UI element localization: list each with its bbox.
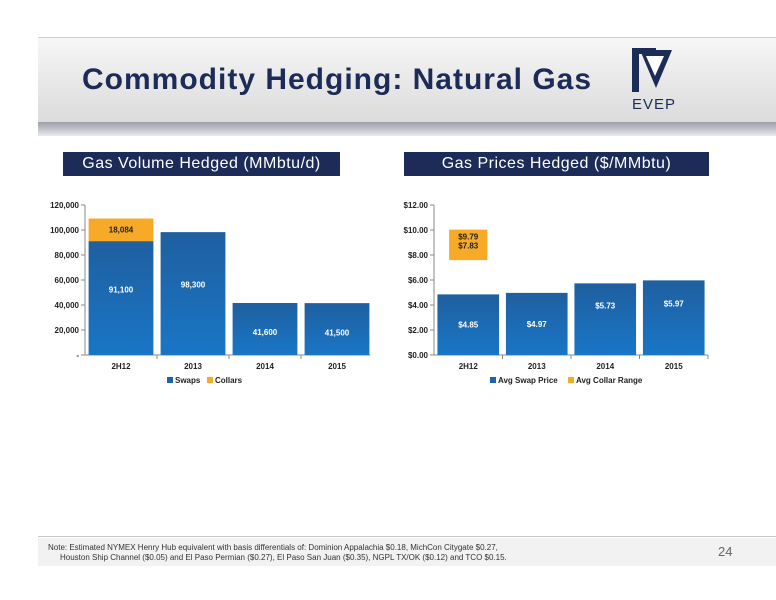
- swap-bar: [505, 292, 568, 355]
- swap-data-label: $5.97: [664, 299, 685, 308]
- logo-wordmark: EVEP: [631, 96, 677, 113]
- footer-divider: [38, 536, 776, 537]
- x-tick-label: 2015: [328, 362, 346, 371]
- x-tick-label: 2H12: [459, 362, 479, 371]
- collar-data-label: 18,084: [109, 226, 134, 235]
- swap-data-label: $4.97: [527, 320, 548, 329]
- x-tick-label: 2014: [256, 362, 274, 371]
- swap-bar: [88, 241, 154, 355]
- swap-bar: [642, 280, 705, 355]
- swap-bar: [574, 283, 637, 355]
- page-number: 24: [718, 544, 733, 559]
- swap-bar: [232, 303, 298, 355]
- legend-swatch-collar: [568, 377, 574, 383]
- legend-label-swap: Swaps: [175, 376, 201, 385]
- footnote: Note: Estimated NYMEX Henry Hub equivale…: [48, 543, 698, 563]
- y-tick-label: 20,000: [55, 326, 80, 335]
- y-tick-label: $8.00: [408, 251, 429, 260]
- swap-bar: [160, 232, 226, 355]
- legend-label-swap: Avg Swap Price: [498, 376, 558, 385]
- x-tick-label: 2015: [665, 362, 683, 371]
- header-band: [38, 122, 776, 136]
- gas-volume-chart: - 20,000 40,000 60,000 80,000 100,000 120,000 2…: [50, 201, 370, 385]
- legend-swatch-swap: [167, 377, 173, 383]
- swap-data-label: 41,500: [325, 328, 350, 337]
- price-panel-title: Gas Prices Hedged ($/MMbtu): [404, 152, 709, 176]
- swap-data-label: 41,600: [253, 328, 278, 337]
- collar-range-bar: [449, 229, 488, 261]
- x-tick-label: 2014: [596, 362, 614, 371]
- y-tick-label: $2.00: [408, 326, 429, 335]
- legend-label-collar: Avg Collar Range: [576, 376, 643, 385]
- y-tick-label: $0.00: [408, 351, 429, 360]
- swap-bar: [437, 294, 500, 355]
- y-tick-label: -: [76, 351, 79, 360]
- collar-bar: [88, 218, 154, 242]
- page-title: Commodity Hedging: Natural Gas: [82, 63, 593, 96]
- collar-high-label: $9.79: [458, 233, 479, 242]
- swap-data-label: $5.73: [595, 301, 616, 310]
- y-tick-label: $10.00: [404, 226, 429, 235]
- swap-data-label: 91,100: [109, 285, 134, 294]
- footer-bar: [38, 538, 776, 566]
- y-tick-label: $12.00: [404, 201, 429, 210]
- swap-data-label: 98,300: [181, 280, 206, 289]
- gas-price-chart: $0.00 $2.00 $4.00 $6.00 $8.00 $10.00 $12.00 2H1…: [404, 201, 709, 385]
- y-tick-label: $6.00: [408, 276, 429, 285]
- x-tick-label: 2013: [184, 362, 202, 371]
- x-tick-label: 2H12: [111, 362, 131, 371]
- y-tick-label: 60,000: [55, 276, 80, 285]
- volume-panel-title: Gas Volume Hedged (MMbtu/d): [63, 152, 340, 176]
- x-tick-label: 2013: [528, 362, 546, 371]
- y-tick-label: 120,000: [50, 201, 79, 210]
- y-tick-label: 100,000: [50, 226, 79, 235]
- footnote-line-2: Houston Ship Channel ($0.05) and El Paso…: [60, 553, 507, 562]
- legend-swatch-swap: [490, 377, 496, 383]
- swap-data-label: $4.85: [458, 321, 479, 330]
- collar-low-label: $7.83: [458, 242, 479, 251]
- y-tick-label: 80,000: [55, 251, 80, 260]
- footnote-line-1: Note: Estimated NYMEX Henry Hub equivale…: [48, 543, 498, 552]
- evep-logo-icon: [632, 48, 672, 92]
- y-tick-label: $4.00: [408, 301, 429, 310]
- swap-bar: [304, 303, 370, 355]
- legend-swatch-collar: [207, 377, 213, 383]
- y-tick-label: 40,000: [55, 301, 80, 310]
- legend-label-collar: Collars: [215, 376, 243, 385]
